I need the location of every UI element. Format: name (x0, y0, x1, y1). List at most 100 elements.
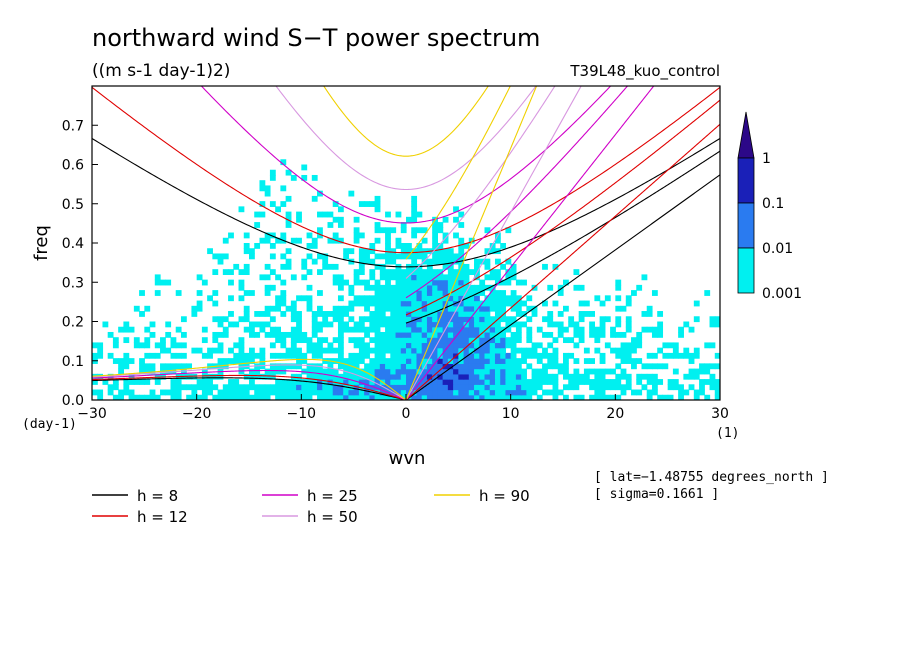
spectrum-cell (311, 331, 318, 338)
spectrum-cell (364, 284, 370, 291)
spectrum-cell (196, 394, 203, 400)
spectrum-cell (364, 384, 370, 391)
spectrum-cell (709, 363, 716, 370)
spectrum-cell (447, 295, 454, 302)
spectrum-cell (222, 237, 229, 244)
spectrum-cell (563, 363, 569, 370)
spectrum-cell (426, 352, 433, 359)
spectrum-cell (228, 358, 234, 364)
spectrum-cell (489, 379, 496, 385)
spectrum-cell (625, 358, 632, 364)
spectrum-cell (458, 222, 465, 228)
spectrum-cell (296, 321, 302, 328)
spectrum-cell (385, 358, 391, 364)
spectrum-cell (583, 379, 590, 385)
legend: h = 8h = 12h = 25h = 50h = 90 (92, 487, 530, 526)
spectrum-cell (453, 342, 459, 349)
spectrum-cell (594, 389, 601, 396)
spectrum-cell (484, 227, 491, 234)
dispersion-curve (92, 377, 407, 400)
spectrum-cell (714, 363, 720, 370)
spectrum-cell (463, 311, 470, 317)
spectrum-cell (343, 379, 350, 385)
spectrum-cell (280, 263, 287, 270)
spectrum-cell (672, 368, 679, 375)
spectrum-cell (406, 248, 412, 255)
spectrum-cell (474, 342, 480, 349)
spectrum-cell (426, 342, 433, 349)
spectrum-cell (510, 290, 517, 296)
spectrum-cell (400, 248, 407, 255)
spectrum-cell (144, 379, 151, 385)
legend-label: h = 12 (137, 508, 188, 526)
spectrum-cell (259, 185, 266, 192)
spectrum-cell (453, 337, 459, 344)
spectrum-cell (400, 384, 407, 391)
spectrum-cell (207, 384, 213, 391)
spectrum-cell (631, 337, 637, 344)
spectrum-cell (348, 326, 355, 333)
spectrum-cell (599, 358, 606, 364)
spectrum-cell (416, 253, 423, 260)
spectrum-cell (275, 274, 281, 281)
spectrum-cell (207, 248, 213, 255)
spectrum-cell (474, 331, 480, 338)
spectrum-cell (369, 326, 376, 333)
spectrum-cell (521, 368, 527, 375)
spectrum-cell (364, 379, 370, 385)
spectrum-cell (395, 389, 402, 396)
spectrum-cell (259, 311, 266, 317)
spectrum-cell (296, 295, 302, 302)
spectrum-cell (510, 263, 517, 270)
spectrum-cell (489, 352, 496, 359)
y-tick-label: 0.2 (62, 315, 84, 331)
spectrum-cell (400, 394, 407, 400)
spectrum-cell (222, 316, 229, 323)
spectrum-cell (510, 300, 517, 307)
dispersion-curve (405, 150, 720, 324)
spectrum-cell (264, 311, 271, 317)
spectrum-cell (154, 379, 161, 385)
spectrum-cell (154, 342, 161, 349)
spectrum-cell (489, 305, 496, 312)
spectrum-cell (683, 321, 690, 328)
spectrum-cell (228, 394, 234, 400)
spectrum-cell (510, 347, 517, 354)
spectrum-cell (332, 389, 339, 396)
spectrum-cell (615, 279, 622, 286)
spectrum-cell (275, 295, 281, 302)
spectrum-cell (589, 368, 595, 375)
spectrum-cell (191, 373, 198, 380)
spectrum-cell (526, 389, 533, 396)
spectrum-cell (301, 379, 308, 385)
spectrum-cell (437, 358, 444, 364)
spectrum-cell (500, 331, 507, 338)
spectrum-cell (217, 253, 224, 260)
spectrum-cell (369, 373, 376, 380)
spectrum-cell (259, 326, 266, 333)
spectrum-cell (290, 342, 297, 349)
spectrum-cell (196, 274, 203, 281)
spectrum-cell (458, 321, 465, 328)
spectrum-cell (568, 316, 575, 323)
spectrum-cell (678, 394, 684, 400)
spectrum-cell (337, 321, 344, 328)
spectrum-cell (385, 337, 391, 344)
spectrum-cell (348, 384, 355, 391)
spectrum-cell (494, 363, 501, 370)
spectrum-cell (662, 394, 669, 400)
spectrum-cell (552, 358, 559, 364)
spectrum-cell (442, 373, 449, 380)
spectrum-cell (416, 331, 423, 338)
spectrum-cell (714, 316, 720, 323)
spectrum-cell (379, 368, 386, 375)
spectrum-cell (322, 384, 329, 391)
spectrum-cell (688, 368, 695, 375)
spectrum-cell (494, 352, 501, 359)
spectrum-cell (317, 227, 323, 234)
spectrum-cell (311, 368, 318, 375)
spectrum-cell (463, 326, 470, 333)
spectrum-cell (500, 363, 507, 370)
spectrum-cell (494, 269, 501, 275)
spectrum-cell (432, 253, 438, 260)
